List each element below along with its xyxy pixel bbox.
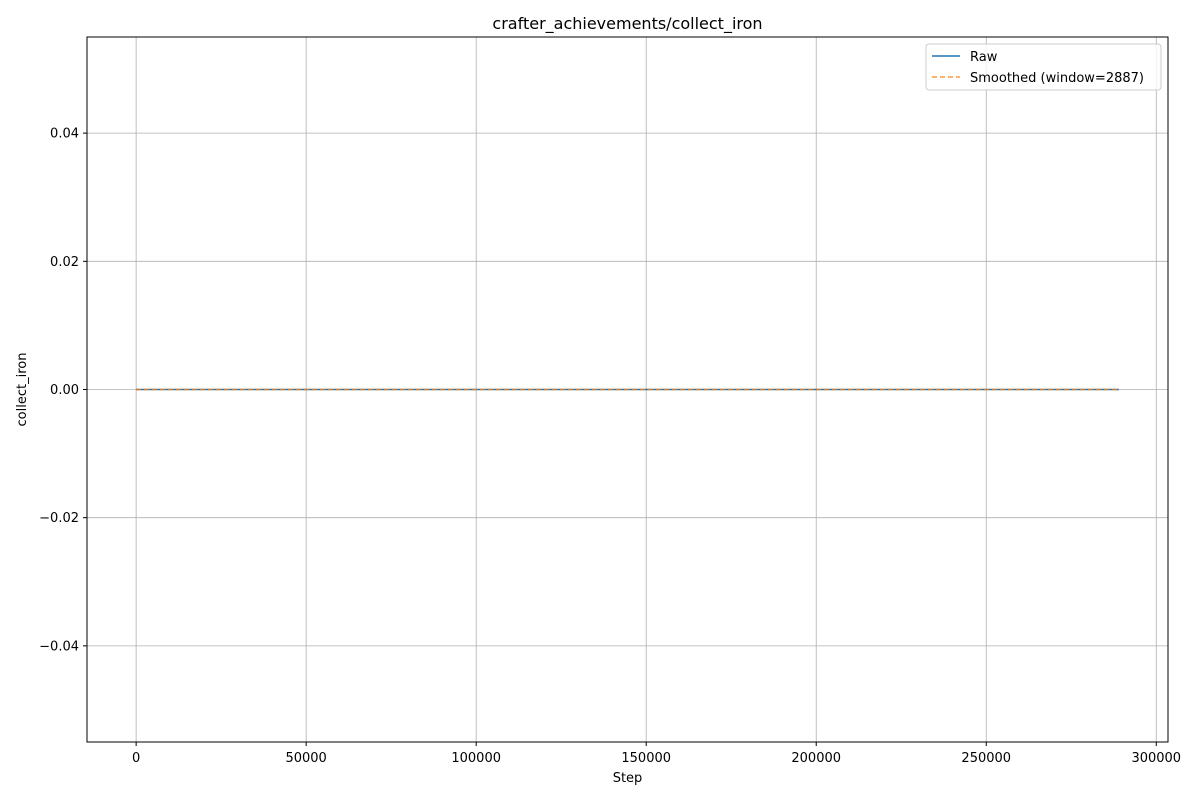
x-tick-label: 200000 <box>791 751 841 766</box>
chart-title: crafter_achievements/collect_iron <box>492 14 762 34</box>
y-tick-label: −0.04 <box>39 639 79 654</box>
legend-raw-label: Raw <box>970 50 998 65</box>
y-axis-label: collect_iron <box>15 353 30 427</box>
y-tick-label: 0.04 <box>50 127 79 142</box>
y-tick-label: 0.00 <box>50 383 79 398</box>
legend: Raw Smoothed (window=2887) <box>925 43 1162 91</box>
x-axis-ticks: 0 50000 100000 150000 200000 250000 300000 <box>132 742 1181 766</box>
legend-box <box>925 43 1162 91</box>
x-tick-label: 300000 <box>1131 751 1181 766</box>
x-tick-label: 250000 <box>961 751 1011 766</box>
x-tick-label: 50000 <box>285 751 326 766</box>
x-axis-label: Step <box>613 771 643 786</box>
x-tick-label: 0 <box>132 751 140 766</box>
legend-smoothed-label: Smoothed (window=2887) <box>970 71 1144 86</box>
y-tick-label: −0.02 <box>39 511 79 526</box>
x-tick-label: 100000 <box>451 751 501 766</box>
x-tick-label: 150000 <box>621 751 671 766</box>
y-tick-label: 0.02 <box>50 255 79 270</box>
y-axis-ticks: −0.04 −0.02 0.00 0.02 0.04 <box>39 127 87 654</box>
